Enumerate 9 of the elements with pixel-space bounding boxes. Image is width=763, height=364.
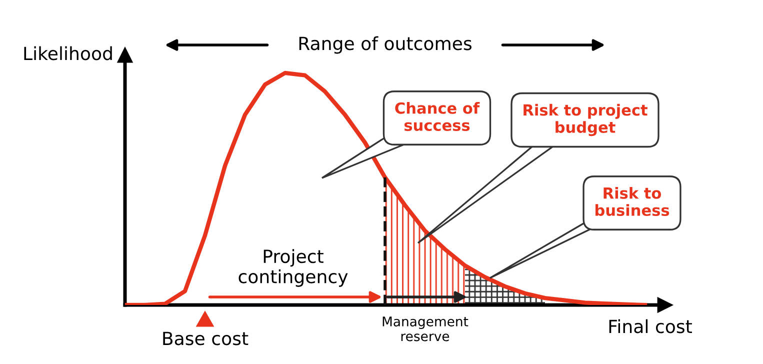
- text: Range of outcomes: [299, 36, 472, 54]
- annotation: Project contingency: [238, 249, 348, 287]
- text: Management reserve: [382, 316, 468, 342]
- y-axis-title: Likelihood: [24, 46, 112, 60]
- annotation: Chance of success: [395, 102, 480, 131]
- text: Base cost: [163, 332, 248, 346]
- annotation: Risk to business: [596, 187, 670, 216]
- x-axis-title: Final cost: [609, 319, 692, 334]
- annotation: Risk to project budget: [524, 104, 648, 136]
